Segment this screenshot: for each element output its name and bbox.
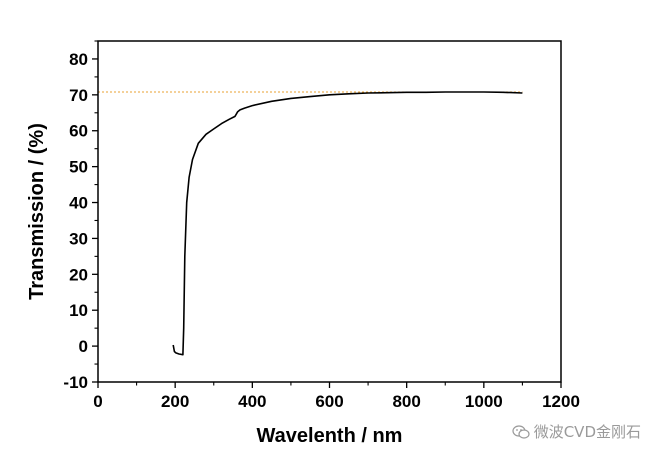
wechat-icon (512, 424, 530, 439)
x-tick-label: 600 (315, 392, 343, 411)
y-tick-label: 60 (69, 122, 88, 141)
y-tick-label: -10 (63, 373, 88, 392)
watermark: 微波CVD金刚石 (512, 421, 641, 442)
x-axis-title: Wavelenth / nm (257, 425, 403, 447)
ticks-layer (92, 40, 562, 388)
y-tick-label: 70 (69, 86, 88, 105)
x-tick-label: 800 (392, 392, 420, 411)
x-tick-label: 1000 (465, 392, 503, 411)
y-tick-label: 30 (69, 229, 88, 248)
y-tick-label: 0 (79, 337, 88, 356)
watermark-text: 微波CVD金刚石 (533, 423, 641, 441)
x-tick-label: 0 (93, 392, 102, 411)
transmission-series-line (172, 91, 523, 356)
y-tick-label: 80 (69, 50, 88, 69)
x-tick-label: 1200 (542, 392, 580, 411)
x-tick-label: 400 (238, 392, 266, 411)
series-layer (172, 91, 523, 356)
y-axis-title: Transmission / (%) (26, 123, 48, 300)
y-tick-label: 10 (69, 301, 88, 320)
tick-labels-layer: 0 200 400 600 800 1000 1200 -10 0 10 20 30 40 50 60 70 8… (63, 50, 579, 411)
y-tick-label: 20 (69, 265, 88, 284)
y-tick-label: 40 (69, 194, 88, 213)
x-tick-label: 200 (161, 392, 189, 411)
y-tick-label: 50 (69, 158, 88, 177)
